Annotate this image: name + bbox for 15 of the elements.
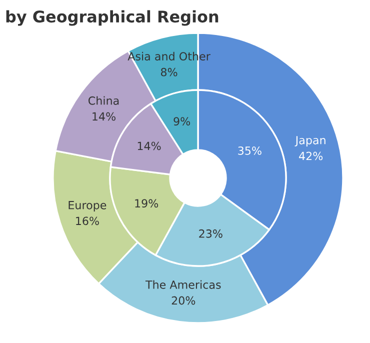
data-label: 16% bbox=[76, 216, 99, 226]
data-label: 35% bbox=[238, 146, 262, 155]
data-label: 23% bbox=[199, 229, 222, 238]
slice-label: Europe bbox=[68, 201, 106, 212]
chart-title: by Geographical Region bbox=[6, 10, 218, 26]
slice-label: China bbox=[88, 96, 119, 105]
data-label: 20% bbox=[172, 296, 196, 305]
data-label: 42% bbox=[299, 152, 323, 160]
data-label: 9% bbox=[174, 117, 190, 126]
slice-label: Japan bbox=[294, 136, 326, 146]
data-label: 14% bbox=[138, 142, 161, 150]
slice-label: The Americas bbox=[145, 280, 221, 289]
data-label: 19% bbox=[135, 199, 158, 208]
data-label: 14% bbox=[92, 112, 116, 121]
data-label: 8% bbox=[160, 68, 178, 76]
